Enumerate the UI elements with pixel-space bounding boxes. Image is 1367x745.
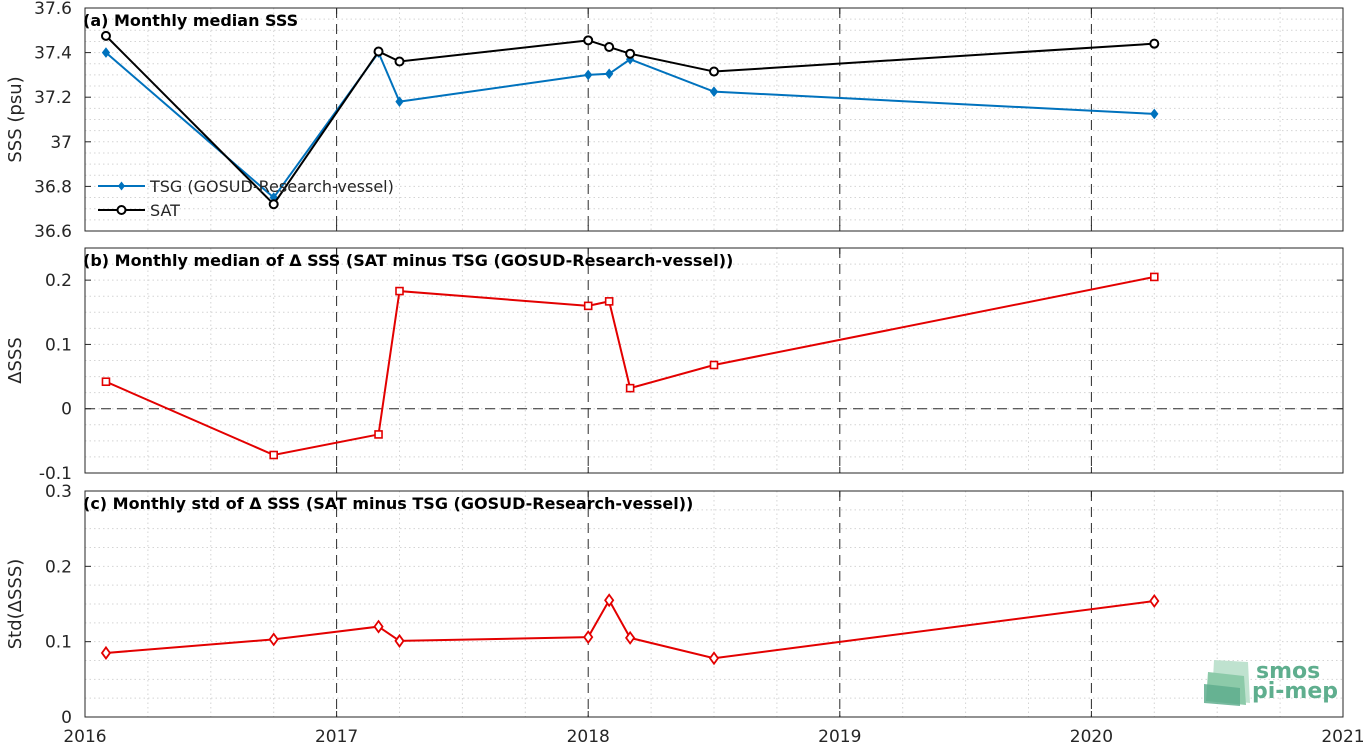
data-point [604,593,615,608]
legend-label: TSG (GOSUD-Research-vessel) [149,177,394,196]
data-point [100,30,111,41]
data-point [583,301,593,311]
legend-marker [116,205,127,215]
legend-marker [118,181,125,191]
panel-title: (a) Monthly median SSS [83,11,298,30]
panel-title: (b) Monthly median of Δ SSS (SAT minus T… [83,251,733,270]
series-0 [100,593,1160,666]
x-tick-label: 2020 [1070,727,1113,745]
data-point [101,377,111,387]
y-tick-label: 0.2 [45,271,72,291]
data-point [583,630,594,645]
data-point [583,35,594,46]
minor-grid [85,7,1343,232]
y-tick-label: 0.2 [45,557,72,577]
data-point [709,66,719,77]
data-point [625,383,635,393]
data-point [269,450,279,460]
data-point [395,286,404,296]
data-point [1149,593,1160,609]
data-point [1150,272,1159,282]
y-tick-label: 37.2 [34,88,72,108]
smos-pimep-logo: smos pi-mep [1204,659,1338,706]
x-tick-label: 2016 [63,727,106,745]
y-tick-label: 0.1 [45,335,72,355]
data-point [709,360,719,370]
data-point [374,430,383,439]
data-point [1149,38,1160,49]
y-tick-label: 37.6 [34,0,72,19]
data-point [373,46,384,57]
data-point [625,630,636,645]
y-axis-label: SSS (psu) [5,76,26,162]
data-point [101,47,111,58]
axes-box [84,7,1344,232]
panel-1: -0.1 0 0.1 0.2 ΔSSS (b) Monthly median of Δ S… [5,247,1344,484]
data-point [100,645,112,660]
logo-text-line2: pi-mep [1252,679,1338,704]
logo-wave-icon [1204,660,1250,706]
y-tick-label: 37 [50,133,72,153]
data-point [394,56,405,67]
panel-2: 0 0.1 0.2 0.3 Std(ΔSSS) (c) Monthly std of Δ … [5,482,1365,745]
series-line [105,50,1155,200]
data-point [604,42,615,53]
logo-text-line1: smos [1256,659,1320,684]
series-1 [100,30,1160,210]
y-tick-label: 0.1 [45,633,72,653]
data-point [605,68,614,80]
y-tick-label: 37.4 [34,44,72,64]
x-tick-label: 2019 [818,727,861,745]
data-point [268,632,279,647]
axes-box [84,490,1344,718]
panel-title: (c) Monthly std of Δ SSS (SAT minus TSG … [83,494,693,513]
data-point [709,86,719,97]
data-point [395,96,404,107]
y-tick-label: 0 [61,708,72,728]
data-point [708,651,720,666]
y-tick-label: 36.6 [34,222,72,242]
x-tick-label: 2021 [1321,727,1364,745]
panel-0: 36.6 36.8 37 37.2 37.4 37.6 SSS (psu) (a) Month… [5,0,1344,242]
y-axis-label: Std(ΔSSS) [5,559,26,650]
y-tick-label: 36.8 [34,177,72,197]
x-tick-label: 2017 [315,727,358,745]
legend: TSG (GOSUD-Research-vessel) SAT [98,177,394,220]
series-0 [101,272,1159,460]
minor-grid [85,247,1343,474]
series-line [105,275,1155,457]
data-point [394,633,405,648]
axes-box [84,247,1344,474]
data-point [373,619,384,634]
y-tick-label: 0 [61,400,72,420]
y-tick-label: 0.3 [45,482,72,502]
legend-label: SAT [150,201,180,220]
y-axis-label: ΔSSS [5,337,26,384]
data-point [625,48,636,59]
data-point [268,199,279,210]
data-point [584,69,593,81]
series-line [105,598,1155,660]
x-tick-label: 2018 [567,727,610,745]
data-point [1150,108,1159,120]
y-tick-label: -0.1 [39,464,72,484]
data-point [604,297,614,306]
